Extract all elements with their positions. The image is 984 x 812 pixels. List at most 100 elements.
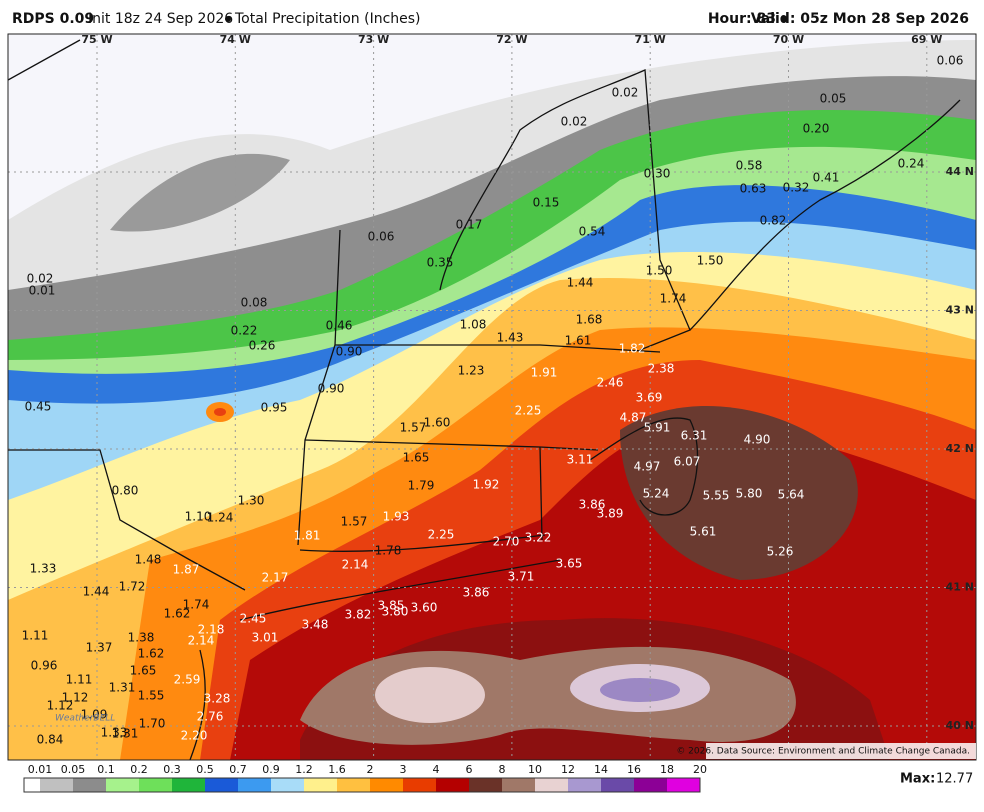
longitude-label: 72 W [496,33,527,46]
precip-value-label: 5.91 [644,421,671,435]
colorbar-label: 0.05 [61,763,86,776]
valid-time: Valid: 05z Mon 28 Sep 2026 [751,11,969,27]
precip-value-label: 0.90 [318,382,345,396]
separator-dot [781,16,787,22]
longitude-label: 69 W [911,33,942,46]
colorbar-label: 4 [433,763,440,776]
precip-value-label: 1.74 [183,598,210,612]
coastline [589,417,699,516]
coastline [189,649,206,760]
longitude-label: 74 W [220,33,251,46]
colorbar-label: 0.2 [130,763,148,776]
precip-value-label: 1.50 [646,264,673,278]
longitude-label: 73 W [358,33,389,46]
colorbar-label: 0.01 [28,763,53,776]
border-line [539,446,543,541]
precip-value-label: 1.70 [139,717,166,731]
colorbar-label: 0.9 [262,763,280,776]
precip-value-label: 1.23 [458,364,485,378]
precip-value-label: 0.05 [820,92,847,106]
precip-value-label: 0.22 [231,324,258,338]
logo: WeatherBELL [55,714,115,724]
colorbar-frame [23,777,701,793]
precip-value-label: 1.87 [173,563,200,577]
longitude-label: 71 W [635,33,666,46]
precip-value-label: 0.06 [937,54,964,68]
precip-value-label: 3.22 [525,531,552,545]
longitude-label: 70 W [773,33,804,46]
latitude-label: 41 N [946,581,974,594]
precip-value-label: 3.01 [252,631,279,645]
colorbar-swatch [403,778,436,792]
precip-value-label: 1.65 [403,451,430,465]
latitude-label: 44 N [946,165,974,178]
precip-value-label: 1.10 [185,510,212,524]
colorbar-swatch [502,778,535,792]
precip-value-label: 2.20 [181,729,208,743]
precip-value-label: 1.62 [138,647,165,661]
colorbar-label: 0.5 [196,763,214,776]
colorbar-swatch [24,778,40,792]
precip-value-label: 0.30 [644,167,671,181]
precip-value-label: 1.62 [164,607,191,621]
precip-value-label: 1.57 [400,421,427,435]
precip-value-label: 1.30 [238,494,265,508]
precip-value-label: 0.58 [736,159,763,173]
precip-value-label: 1.93 [383,510,410,524]
colorbar-swatch [337,778,370,792]
precip-value-label: 1.44 [567,276,594,290]
precip-value-label: 1.48 [135,553,162,567]
precip-value-label: 1.61 [565,334,592,348]
colorbar-label: 1.6 [328,763,346,776]
precip-value-label: 2.70 [493,535,520,549]
precip-value-label: 1.55 [138,689,165,703]
precip-value-label: 2.25 [428,528,455,542]
precip-area [110,153,290,232]
precip-value-label: 2.25 [515,404,542,418]
border-line [439,69,691,351]
precip-value-label: 1.37 [86,641,113,655]
precip-value-label: 3.86 [579,498,606,512]
precip-value-label: 1.68 [576,313,603,327]
colorbar-swatch [271,778,304,792]
colorbar-label: 0.3 [163,763,181,776]
precip-value-label: 5.61 [690,525,717,539]
precip-value-label: 0.41 [813,171,840,185]
precip-value-label: 6.31 [681,429,708,443]
colorbar-label: 0.1 [97,763,115,776]
map-frame [7,33,977,761]
colorbar-swatch [40,778,73,792]
precip-value-label: 0.02 [612,86,639,100]
model-name: RDPS 0.09 [12,11,94,27]
precip-area [620,406,858,580]
colorbar-swatch [634,778,667,792]
max-value: 12.77 [936,772,973,787]
precip-value-label: 2.14 [342,558,369,572]
colorbar-swatch [370,778,403,792]
precip-value-label: 0.80 [112,484,139,498]
colorbar-swatch [667,778,700,792]
precip-value-label: 1.33 [101,726,128,740]
precip-value-label: 1.31 [109,681,136,695]
precip-area [375,667,485,723]
precip-value-label: 3.11 [567,453,594,467]
colorbar-label: 16 [627,763,641,776]
precip-value-label: 3.86 [463,586,490,600]
product-name: Total Precipitation (Inches) [234,11,421,27]
precip-value-label: 0.17 [456,218,483,232]
precip-value-label: 2.59 [174,673,201,687]
precip-value-label: 0.01 [29,284,56,298]
precip-value-label: 0.20 [803,122,830,136]
precip-value-label: 4.90 [744,433,771,447]
precip-value-label: 4.87 [620,411,647,425]
precip-value-label: 3.80 [382,605,409,619]
precip-value-label: 3.85 [378,599,405,613]
colorbar-swatch [436,778,469,792]
precip-value-label: 3.82 [345,608,372,622]
precip-value-label: 6.07 [674,455,701,469]
separator-dot [225,16,231,22]
colorbar-label: 6 [466,763,473,776]
colorbar-swatch [568,778,601,792]
